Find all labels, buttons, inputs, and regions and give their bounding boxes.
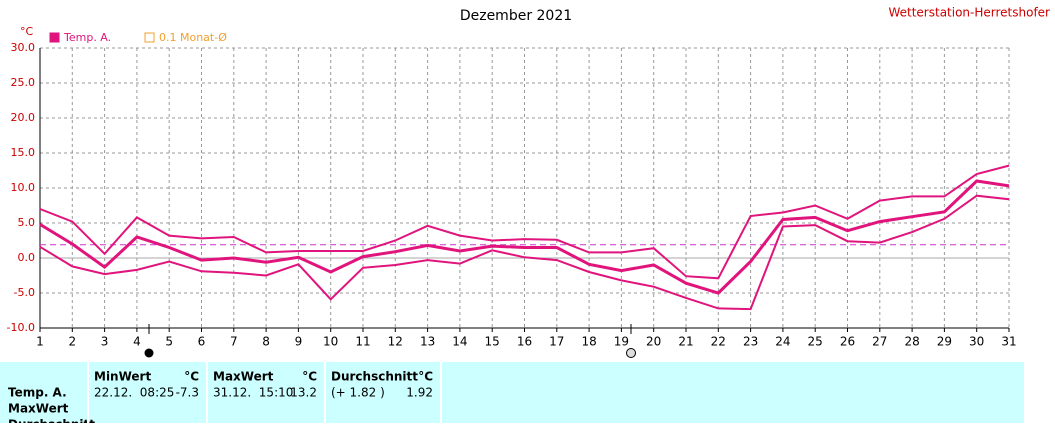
x-tick-label: 18 (581, 335, 596, 349)
y-tick-label: 0.0 (18, 251, 36, 264)
x-tick-label: 1 (36, 335, 44, 349)
col-title: MaxWert (213, 370, 274, 384)
x-tick-label: 9 (295, 335, 303, 349)
new-moon (626, 348, 636, 358)
x-tick-label: 20 (646, 335, 661, 349)
col-unit: °C (302, 370, 317, 384)
x-tick-label: 15 (485, 335, 500, 349)
x-tick-label: 26 (840, 335, 855, 349)
y-tick-label: 5.0 (18, 216, 36, 229)
y-unit: °C (20, 25, 34, 38)
x-tick-label: 4 (133, 335, 141, 349)
y-tick-label: 10.0 (11, 181, 36, 194)
x-tick-label: 23 (743, 335, 758, 349)
col-time: (+ 1.82 ) (331, 386, 385, 400)
y-tick-label: -5.0 (14, 286, 35, 299)
x-tick-label: 7 (230, 335, 238, 349)
x-tick-label: 29 (937, 335, 952, 349)
x-tick-label: 31 (1001, 335, 1016, 349)
x-tick-label: 19 (614, 335, 629, 349)
x-tick-label: 21 (678, 335, 693, 349)
x-tick-label: 24 (775, 335, 790, 349)
moon-markers (144, 324, 636, 358)
x-tick-label: 25 (808, 335, 823, 349)
col-value: 13.2 (290, 386, 317, 400)
col-unit: °C (184, 370, 199, 384)
x-tick-label: 22 (711, 335, 726, 349)
x-tick-label: 3 (101, 335, 109, 349)
x-tick-label: 17 (549, 335, 564, 349)
x-tick-label: 27 (872, 335, 887, 349)
x-tick-label: 6 (198, 335, 206, 349)
y-tick-label: 25.0 (11, 76, 36, 89)
row-label: Temp. A. (8, 386, 67, 400)
col-time: 31.12. 15:10 (213, 386, 293, 400)
y-tick-label: -10.0 (7, 321, 35, 334)
legend-label: 0.1 Monat-Ø (159, 31, 227, 44)
x-tick-label: 10 (323, 335, 338, 349)
col-title: MinWert (94, 370, 151, 384)
legend-swatch (144, 32, 155, 43)
legend-swatch (49, 32, 60, 43)
row-label: MaxWert (8, 402, 69, 416)
full-moon (144, 348, 154, 358)
series-line (39, 179, 1010, 295)
col-title: Durchschnitt (331, 370, 418, 384)
x-tick-label: 2 (68, 335, 76, 349)
col-value: 1.92 (406, 386, 433, 400)
col-value: -7.3 (176, 386, 199, 400)
col-time: 22.12. 08:25 (94, 386, 174, 400)
x-tick-label: 13 (420, 335, 435, 349)
x-tick-label: 12 (388, 335, 403, 349)
x-tick-label: 14 (452, 335, 467, 349)
table-bg (0, 362, 1024, 423)
x-tick-label: 28 (904, 335, 919, 349)
y-tick-label: 15.0 (11, 146, 36, 159)
x-tick-label: 5 (165, 335, 173, 349)
series-line (39, 194, 1010, 311)
x-tick-label: 30 (969, 335, 984, 349)
x-tick-label: 8 (262, 335, 270, 349)
x-tick-label: 11 (355, 335, 370, 349)
series-line (39, 164, 1010, 280)
y-tick-label: 20.0 (11, 111, 36, 124)
station-name: Wetterstation-Herretshofer (888, 6, 1050, 20)
legend-label: Temp. A. (63, 31, 111, 44)
x-tick-label: 16 (517, 335, 532, 349)
row-label: Durchschnitt (8, 418, 95, 424)
stats-table: Temp. A. MaxWert Durchschnitt MinWert °C 22.1… (0, 362, 1024, 427)
y-tick-label: 30.0 (11, 41, 36, 54)
col-unit: °C (418, 370, 433, 384)
chart-title: Dezember 2021 (460, 8, 572, 24)
